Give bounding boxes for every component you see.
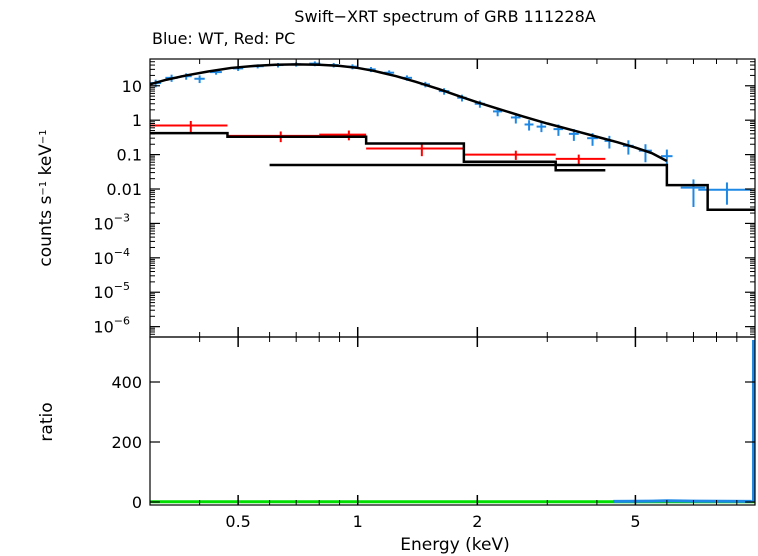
- ratio-y-ticks: 0 200 400: [111, 373, 755, 512]
- y-tick-label: 0.1: [117, 146, 142, 165]
- wt-series: [150, 61, 752, 207]
- spectrum-panel-frame: [149, 58, 756, 338]
- y-tick-label: 10−6: [93, 315, 130, 337]
- model-line: [149, 63, 668, 163]
- y-tick-label: 10−5: [93, 280, 130, 302]
- ratio-panel-frame: [149, 336, 756, 506]
- spectrum-y-axis-label: counts s−1 keV−1: [36, 129, 56, 266]
- chart-subtitle: Blue: WT, Red: PC: [152, 29, 295, 48]
- x-tick-label: 1: [353, 512, 363, 531]
- ratio-plot-content: [150, 340, 755, 504]
- y-tick-label: 10: [122, 77, 142, 96]
- model-series: [269, 163, 755, 211]
- y-tick-label: 400: [111, 373, 142, 392]
- wt-line: [613, 499, 752, 503]
- ratio-panel: 0 200 400 ratio: [37, 336, 756, 512]
- y-tick-label: 10−4: [93, 246, 130, 268]
- spectrum-plot-content: [149, 61, 755, 211]
- x-tick-label: 5: [630, 512, 640, 531]
- chart-title: Swift−XRT spectrum of GRB 111228A: [294, 7, 595, 26]
- model-step: [269, 163, 755, 211]
- x-tick-label: 0.5: [225, 512, 250, 531]
- spectrum-panel: 10 1 0.1 0.01 10−3 10−4 10−5 10−6 counts s−1 ke…: [36, 58, 756, 338]
- model-step: [150, 131, 606, 172]
- y-tick-label: 1: [132, 111, 142, 130]
- wt-series: [613, 499, 752, 503]
- x-axis-label: Energy (keV): [400, 535, 510, 555]
- ratio-y-axis-label: ratio: [37, 402, 57, 441]
- x-tick-label: 2: [472, 512, 482, 531]
- y-tick-label: 10−3: [93, 211, 130, 233]
- model-series: [149, 63, 668, 163]
- model-series: [150, 131, 606, 172]
- x-ticks: 0.5 1 2 5: [149, 59, 756, 531]
- y-tick-label: 200: [111, 433, 142, 452]
- y-tick-label: 0.01: [106, 180, 142, 199]
- spectrum-y-ticks: 10 1 0.1 0.01 10−3 10−4 10−5 10−6: [93, 58, 755, 338]
- y-tick-label: 0: [132, 493, 142, 512]
